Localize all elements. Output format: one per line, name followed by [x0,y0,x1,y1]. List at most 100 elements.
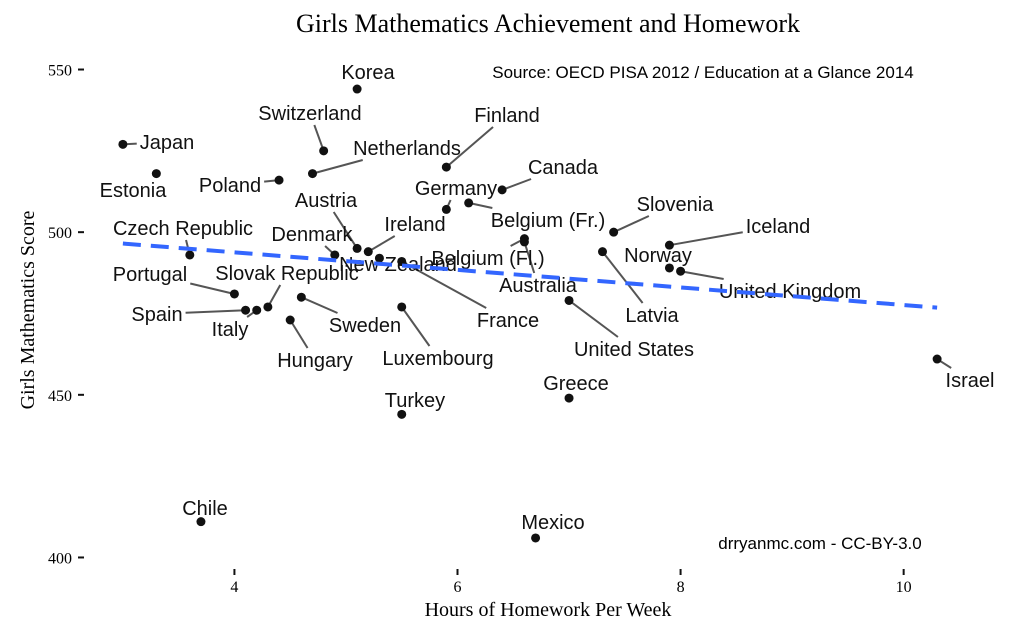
point-label: United States [574,339,694,361]
point [296,292,306,302]
x-tick-label: 4 [230,579,238,596]
point-label: Canada [528,157,599,179]
x-axis-label: Hours of Homework Per Week [425,599,672,621]
point [441,204,451,214]
leader-line [613,215,650,234]
leader-line [601,251,644,304]
point [330,250,340,260]
point [252,305,262,315]
point-label: Netherlands [353,138,461,160]
point [564,295,574,305]
point [308,169,317,179]
point [441,162,451,172]
point-label: Sweden [329,315,401,337]
leader-line [669,231,743,247]
point-label: Switzerland [258,103,361,125]
point-label: Japan [140,132,195,154]
point [531,533,541,543]
leader-line [313,124,325,152]
point-label: Israel [946,370,995,392]
point [118,139,128,149]
point [564,393,574,403]
point-label: Latvia [625,305,679,327]
x-tick-label: 6 [454,579,462,596]
point [185,250,195,260]
point-label: Portugal [113,264,188,286]
point-label: Finland [474,105,540,127]
leader-line [401,260,487,309]
leader-line [185,309,246,314]
point-label: Denmark [271,224,353,246]
y-tick-label: 500 [48,225,72,242]
leader-line [523,241,536,274]
point-label: Hungary [277,350,353,372]
point [263,302,273,312]
point [352,243,362,253]
leader-line [289,319,309,349]
point [352,84,362,94]
leader-line [680,270,724,280]
leader-line [445,126,494,168]
annotation: Source: OECD PISA 2012 / Education at a … [492,63,913,82]
y-axis-label: Girls Mathematics Score [17,210,39,409]
point [397,409,407,419]
x-tick-label: 10 [896,579,912,596]
point-label: Norway [624,245,692,267]
point [397,302,407,312]
point-label: Spain [131,304,182,326]
point [196,517,206,527]
point-label: Chile [182,498,228,520]
point-label: Ireland [384,214,445,236]
point [274,175,284,185]
point-label: Australia [499,275,578,297]
leader-line [332,211,358,249]
point [609,227,619,237]
point-label: Germany [415,178,497,200]
point-label: Slovak Republic [215,263,358,285]
point-label: Luxembourg [382,348,493,370]
point-label: Greece [543,373,609,395]
y-tick-label: 450 [48,388,72,405]
point [319,146,329,156]
point [241,305,251,315]
leader-line [568,299,619,338]
point [664,240,674,250]
point-label: Mexico [521,512,584,534]
point [229,289,239,299]
y-tick-label: 550 [48,63,72,80]
point [519,237,529,247]
annotation: drryanmc.com - CC-BY-3.0 [718,534,921,553]
point [932,354,942,364]
point [676,266,686,276]
point [464,198,474,208]
leader-line [501,178,532,191]
point [285,315,295,325]
point [363,247,373,257]
point-label: Turkey [385,390,445,412]
point [664,263,674,273]
point-label: Iceland [746,216,811,238]
point [374,253,384,263]
chart-title: Girls Mathematics Achievement and Homewo… [296,9,800,38]
leader-line [312,159,363,175]
trend-line [122,241,938,310]
point [497,185,507,195]
point-label: Poland [199,175,261,197]
point-label: France [477,310,539,332]
point-label: Korea [341,62,395,84]
point [598,247,607,257]
point-label: Belgium (Fr.) [491,210,605,232]
point-label: New Zealand [339,254,457,276]
y-tick-label: 400 [48,550,72,567]
x-tick-label: 8 [677,579,685,596]
point [151,169,161,179]
leader-line [300,296,338,314]
point-label: Belgium (Fl.) [431,248,544,270]
point-label: Czech Republic [113,218,253,240]
point-label: Austria [295,190,358,212]
leader-line [400,306,431,347]
point-label: Italy [212,319,249,341]
point-label: Slovenia [637,194,715,216]
